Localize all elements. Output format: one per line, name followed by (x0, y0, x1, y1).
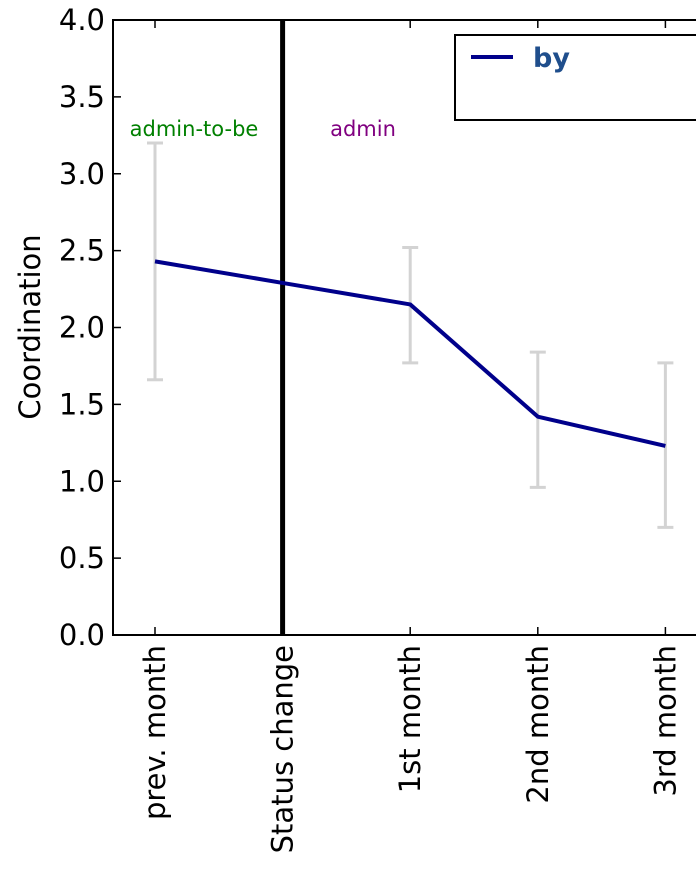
y-tick-label: 0.5 (59, 541, 105, 575)
x-tick-label-3rd-month: 3rd month (648, 645, 682, 797)
y-axis-ticks: 0.0 0.5 1.0 1.5 2.0 2.5 3.0 3.5 4.0 (59, 3, 121, 652)
y-tick-label: 3.5 (59, 80, 105, 114)
x-tick-label-prev-month: prev. month (138, 645, 172, 820)
y-tick-label: 3.0 (59, 157, 105, 191)
y-tick-label: 1.0 (59, 464, 105, 498)
x-tick-label-1st-month: 1st month (393, 645, 427, 793)
y-tick-label: 1.5 (59, 387, 105, 421)
x-tick-label-status-change: Status change (266, 645, 300, 853)
y-tick-label: 2.0 (59, 311, 105, 345)
x-tick-label-2nd-month: 2nd month (521, 645, 555, 804)
y-axis-title: Coordination (13, 234, 47, 419)
series-lines (154, 259, 666, 448)
legend-box (454, 34, 696, 121)
error-bars (147, 141, 674, 529)
y-tick-label: 4.0 (59, 3, 105, 37)
y-tick-label: 2.5 (59, 234, 105, 268)
y-tick-label: 0.0 (59, 618, 105, 652)
annotation-admin-to-be: admin-to-be (130, 117, 259, 141)
annotation-admin: admin (330, 117, 396, 141)
error-bar-2nd-month (529, 350, 546, 489)
x-axis-ticks: prev. month Status change 1st month 2nd mon… (138, 20, 682, 853)
legend-label-by: by (533, 43, 570, 74)
legend: by (454, 34, 696, 121)
